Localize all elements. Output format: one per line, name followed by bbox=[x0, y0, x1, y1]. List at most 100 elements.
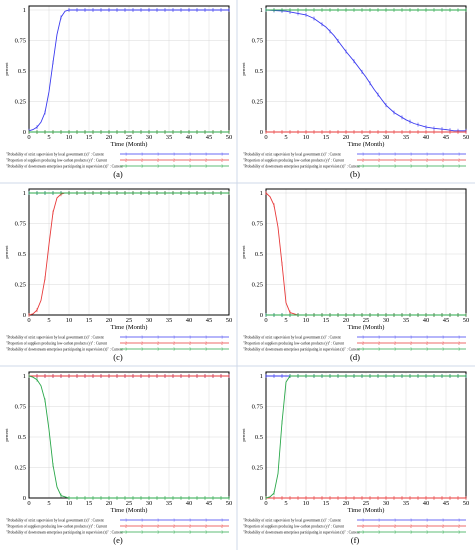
legend-marker-label: 2 bbox=[378, 159, 380, 163]
legend-marker-label: 1 bbox=[173, 519, 175, 523]
legend-marker-label: 3 bbox=[410, 348, 412, 352]
legend-marker-label: 2 bbox=[362, 525, 364, 529]
legend-marker-label: 3 bbox=[378, 348, 380, 352]
legend-marker-label: 2 bbox=[125, 159, 127, 163]
x-axis-label: Time (Month) bbox=[111, 324, 148, 331]
legend-entry-label: "Probability of downstream enterprises p… bbox=[6, 164, 123, 168]
y-axis-label: percent bbox=[4, 428, 9, 442]
x-tick-label: 30 bbox=[146, 317, 153, 324]
x-axis-label: Time (Month) bbox=[348, 324, 385, 331]
legend-marker-label: 3 bbox=[362, 348, 364, 352]
legend-entry-label: "Probability of strict supervision by lo… bbox=[6, 518, 104, 522]
x-tick-label: 40 bbox=[186, 134, 193, 141]
chart-panel: 0 5 10 15 20 25 30 35 40 45 50 0 0.25 0.5 0.75 1 Time (M… bbox=[241, 5, 469, 179]
legend-marker-label: 1 bbox=[125, 519, 127, 523]
legend-marker-label: 2 bbox=[157, 342, 159, 346]
legend-entry-label: "Probability of strict supervision by lo… bbox=[243, 518, 341, 522]
y-tick-label: 0.5 bbox=[255, 434, 263, 441]
x-tick-label: 15 bbox=[86, 317, 93, 324]
legend-entry-label: "Proportion of suppliers producing low-c… bbox=[243, 524, 344, 528]
legend-entry-label: "Proportion of suppliers producing low-c… bbox=[6, 341, 107, 345]
legend-marker-label: 1 bbox=[378, 153, 380, 157]
legend-entry-label: "Probability of strict supervision by lo… bbox=[243, 335, 341, 339]
x-tick-label: 0 bbox=[264, 500, 267, 507]
x-tick-label: 10 bbox=[66, 317, 73, 324]
legend-marker-label: 3 bbox=[141, 348, 143, 352]
legend-entry-label: "Proportion of suppliers producing low-c… bbox=[243, 158, 344, 162]
legend-marker-label: 3 bbox=[173, 348, 175, 352]
legend-marker-label: 2 bbox=[141, 159, 143, 163]
legend-marker-label: 1 bbox=[458, 519, 460, 523]
x-tick-label: 30 bbox=[383, 134, 390, 141]
legend-marker-label: 3 bbox=[426, 348, 428, 352]
legend-marker-label: 2 bbox=[442, 525, 444, 529]
x-tick-label: 15 bbox=[323, 317, 330, 324]
x-tick-label: 25 bbox=[126, 134, 133, 141]
x-tick-label: 25 bbox=[126, 500, 133, 507]
x-tick-label: 35 bbox=[403, 317, 410, 324]
y-tick-label: 0.75 bbox=[252, 404, 263, 411]
legend-marker-label: 1 bbox=[442, 519, 444, 523]
x-axis-label: Time (Month) bbox=[348, 507, 385, 514]
legend-marker-label: 1 bbox=[394, 336, 396, 340]
y-tick-label: 0.25 bbox=[15, 465, 26, 472]
legend-marker-label: 2 bbox=[458, 342, 460, 346]
y-tick-label: 0.25 bbox=[252, 99, 263, 106]
x-tick-label: 10 bbox=[66, 500, 73, 507]
legend-marker-label: 1 bbox=[426, 336, 428, 340]
x-tick-label: 0 bbox=[27, 500, 30, 507]
y-tick-label: 0.5 bbox=[18, 68, 26, 75]
legend-marker-label: 3 bbox=[173, 531, 175, 535]
legend-marker-label: 1 bbox=[458, 336, 460, 340]
legend-marker-label: 1 bbox=[173, 153, 175, 157]
legend-marker-label: 2 bbox=[125, 525, 127, 529]
x-tick-label: 20 bbox=[106, 134, 113, 141]
y-tick-label: 1 bbox=[23, 190, 26, 197]
x-tick-label: 35 bbox=[166, 500, 173, 507]
series-line-3 bbox=[28, 375, 229, 499]
legend-marker-label: 2 bbox=[173, 159, 175, 163]
legend-marker-label: 3 bbox=[394, 165, 396, 169]
legend-marker-label: 2 bbox=[173, 525, 175, 529]
y-tick-label: 0.5 bbox=[18, 434, 26, 441]
legend-marker-label: 1 bbox=[362, 519, 364, 523]
x-tick-label: 35 bbox=[166, 317, 173, 324]
y-tick-label: 0.25 bbox=[252, 465, 263, 472]
legend-marker-label: 1 bbox=[221, 519, 223, 523]
legend-marker-label: 3 bbox=[125, 165, 127, 169]
x-tick-label: 15 bbox=[86, 134, 93, 141]
legend-marker-label: 1 bbox=[426, 519, 428, 523]
legend-marker-label: 2 bbox=[410, 159, 412, 163]
legend-marker-label: 3 bbox=[394, 531, 396, 535]
legend-marker-label: 1 bbox=[189, 336, 191, 340]
legend-marker-label: 3 bbox=[410, 165, 412, 169]
x-tick-label: 40 bbox=[186, 317, 193, 324]
legend-marker-label: 3 bbox=[189, 165, 191, 169]
legend-marker-label: 2 bbox=[189, 159, 191, 163]
legend-marker-label: 1 bbox=[189, 519, 191, 523]
legend-entry-label: "Proportion of suppliers producing low-c… bbox=[243, 341, 344, 345]
legend-marker-label: 1 bbox=[141, 519, 143, 523]
legend-marker-label: 2 bbox=[205, 159, 207, 163]
legend-marker-label: 1 bbox=[394, 153, 396, 157]
y-tick-label: 0.75 bbox=[15, 38, 26, 45]
x-tick-label: 40 bbox=[186, 500, 193, 507]
y-tick-label: 1 bbox=[260, 7, 263, 14]
legend-marker-label: 1 bbox=[141, 153, 143, 157]
legend-marker-label: 3 bbox=[205, 531, 207, 535]
legend-marker-label: 2 bbox=[426, 525, 428, 529]
legend-marker-label: 3 bbox=[221, 348, 223, 352]
x-tick-label: 35 bbox=[166, 134, 173, 141]
legend-marker-label: 2 bbox=[410, 525, 412, 529]
legend-marker-label: 3 bbox=[189, 348, 191, 352]
legend-marker-label: 3 bbox=[458, 348, 460, 352]
y-tick-label: 0 bbox=[23, 312, 26, 319]
legend-marker-label: 1 bbox=[125, 153, 127, 157]
x-tick-label: 35 bbox=[403, 500, 410, 507]
x-tick-label: 25 bbox=[363, 500, 370, 507]
x-tick-label: 45 bbox=[443, 134, 450, 141]
y-tick-label: 1 bbox=[23, 7, 26, 14]
panel-label: (c) bbox=[113, 352, 123, 362]
x-tick-label: 40 bbox=[423, 134, 430, 141]
x-tick-label: 10 bbox=[303, 317, 310, 324]
